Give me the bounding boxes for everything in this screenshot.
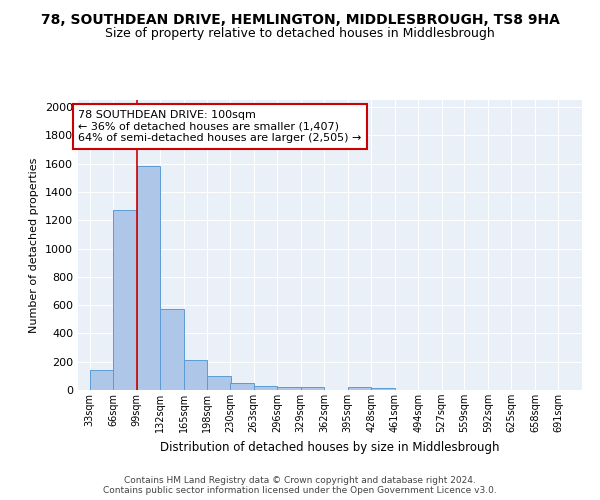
Bar: [301, 387, 324, 390]
Bar: [371, 388, 395, 390]
Bar: [90, 370, 113, 390]
Bar: [160, 310, 184, 390]
Text: Contains HM Land Registry data © Crown copyright and database right 2024.
Contai: Contains HM Land Registry data © Crown c…: [103, 476, 497, 495]
Text: 78, SOUTHDEAN DRIVE, HEMLINGTON, MIDDLESBROUGH, TS8 9HA: 78, SOUTHDEAN DRIVE, HEMLINGTON, MIDDLES…: [41, 12, 559, 26]
Y-axis label: Number of detached properties: Number of detached properties: [29, 158, 40, 332]
Bar: [230, 383, 254, 390]
Bar: [277, 387, 301, 390]
Bar: [184, 360, 207, 390]
Text: 78 SOUTHDEAN DRIVE: 100sqm
← 36% of detached houses are smaller (1,407)
64% of s: 78 SOUTHDEAN DRIVE: 100sqm ← 36% of deta…: [79, 110, 362, 143]
Bar: [254, 386, 277, 390]
Bar: [207, 376, 231, 390]
Bar: [347, 387, 371, 390]
Bar: [113, 210, 137, 390]
Bar: [137, 166, 160, 390]
X-axis label: Distribution of detached houses by size in Middlesbrough: Distribution of detached houses by size …: [160, 440, 500, 454]
Text: Size of property relative to detached houses in Middlesbrough: Size of property relative to detached ho…: [105, 28, 495, 40]
